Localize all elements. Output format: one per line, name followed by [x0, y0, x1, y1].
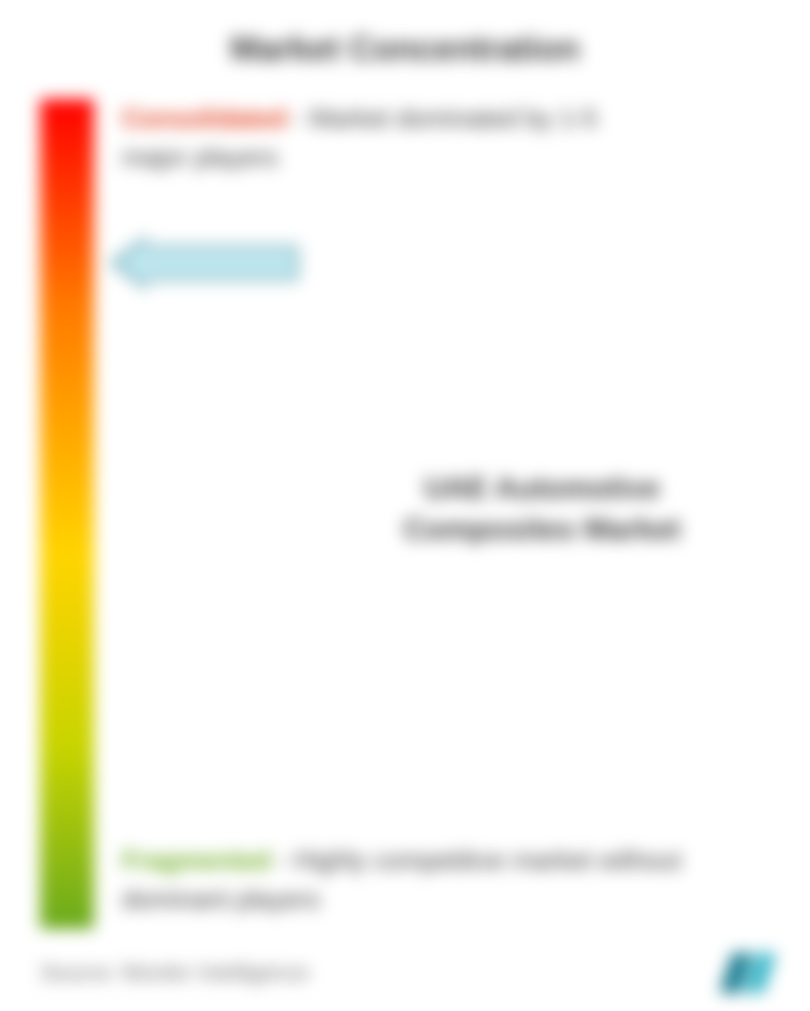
footer: Source: Mordor Intelligence [40, 953, 770, 993]
fragmented-label: Fragmented [122, 845, 271, 875]
market-name: UAE Automotive Composites Market [352, 469, 732, 550]
mordor-logo-icon [726, 953, 770, 993]
arrow-body [148, 246, 298, 280]
chart-title: Market Concentration [40, 30, 770, 69]
fragmented-description: Fragmented - Highly competitive market w… [122, 841, 682, 919]
arrow-head-icon [114, 239, 148, 287]
source-text: Source: Mordor Intelligence [40, 960, 309, 986]
bar-column [40, 99, 94, 929]
consolidated-description: Consolidated - Market dominated by 1-5 m… [122, 99, 662, 177]
consolidated-label: Consolidated [122, 103, 287, 133]
main-row: Consolidated - Market dominated by 1-5 m… [40, 99, 770, 929]
concentration-gradient-bar [40, 99, 94, 929]
position-arrow [114, 239, 298, 287]
content-column: Consolidated - Market dominated by 1-5 m… [122, 99, 770, 929]
chart-container: Market Concentration Consolidated - Mark… [0, 0, 810, 1011]
